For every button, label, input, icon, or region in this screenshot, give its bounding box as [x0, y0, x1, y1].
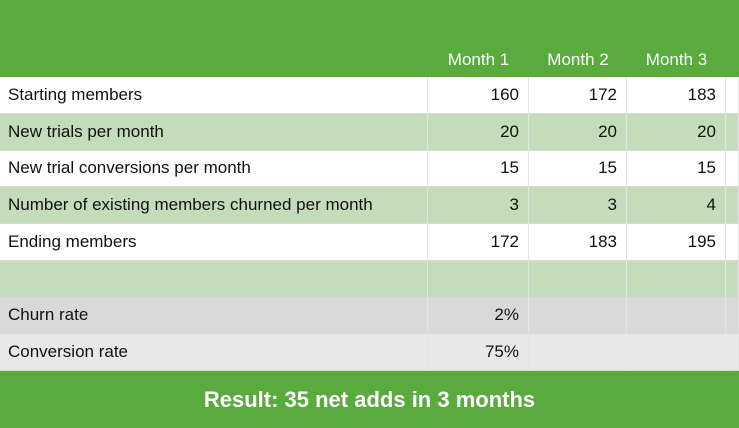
row-label: Starting members: [0, 77, 428, 114]
cell-value: 183: [529, 224, 627, 261]
cell-value: 75%: [428, 334, 529, 371]
cell-value: [529, 334, 627, 371]
cell-value: 20: [529, 113, 627, 151]
cell-value: 172: [529, 77, 627, 114]
row-filler: [726, 187, 739, 224]
cell-value: [428, 260, 529, 298]
cell-value: 172: [428, 224, 529, 261]
cell-value: 195: [627, 224, 726, 261]
cell-value: 15: [428, 150, 529, 188]
row-label: New trials per month: [0, 113, 428, 151]
column-header: Month 3: [645, 50, 708, 69]
row-label: Conversion rate: [0, 334, 428, 371]
row-filler: [726, 224, 739, 261]
cell-value: 3: [529, 187, 627, 224]
cell-value: 20: [428, 113, 529, 151]
row-filler: [726, 150, 739, 188]
row-label: Number of existing members churned per m…: [0, 187, 428, 224]
cell-value: 20: [627, 113, 726, 151]
row-filler: [726, 113, 739, 151]
row-filler: [726, 260, 739, 298]
row-filler: [726, 334, 739, 371]
cell-value: 183: [627, 77, 726, 114]
row-label: Churn rate: [0, 297, 428, 335]
row-label: New trial conversions per month: [0, 150, 428, 188]
row-filler: [726, 297, 739, 335]
cell-value: [529, 260, 627, 298]
column-header: Month 1: [447, 50, 510, 69]
cell-value: [627, 260, 726, 298]
cell-value: 3: [428, 187, 529, 224]
cell-value: [529, 297, 627, 335]
cell-value: 2%: [428, 297, 529, 335]
cell-value: 15: [627, 150, 726, 188]
row-label: [0, 260, 428, 298]
cell-value: [627, 297, 726, 335]
column-header: Month 2: [547, 50, 609, 69]
footer-text: Result: 35 net adds in 3 months: [203, 386, 536, 412]
row-filler: [726, 77, 739, 114]
cell-value: 4: [627, 187, 726, 224]
cell-value: [627, 334, 726, 371]
row-label: Ending members: [0, 224, 428, 261]
cell-value: 160: [428, 77, 529, 114]
cell-value: 15: [529, 150, 627, 188]
